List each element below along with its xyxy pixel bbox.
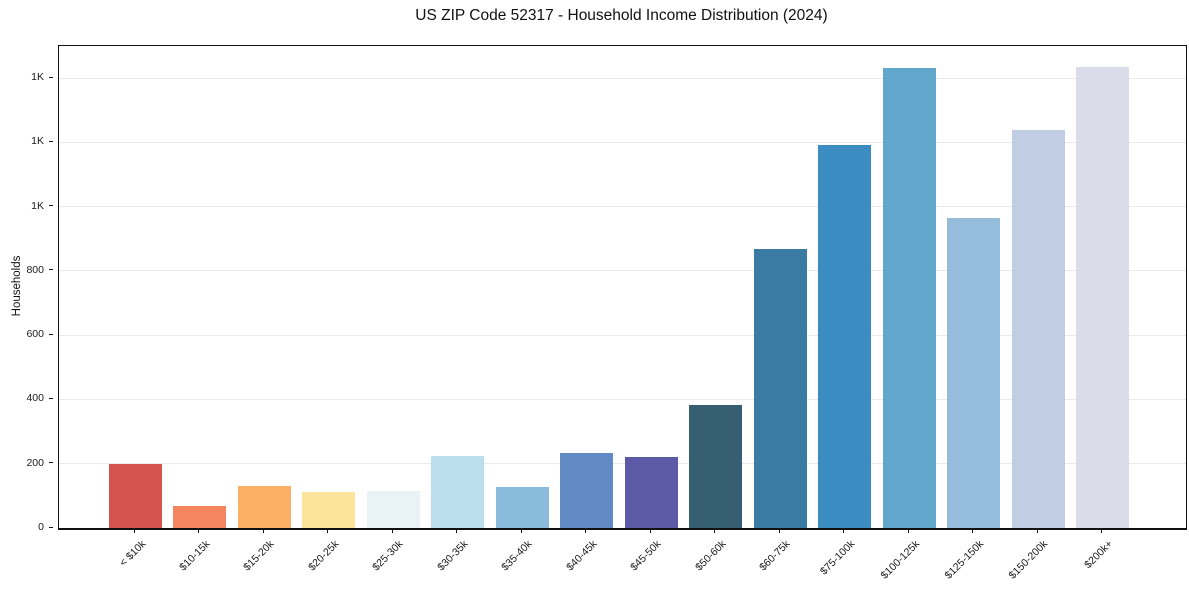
y-tick-mark — [49, 333, 53, 335]
x-tick-mark — [714, 529, 716, 533]
x-tick-label: $125-150k — [942, 538, 987, 582]
bar — [109, 464, 162, 528]
y-tick-label: 400 — [26, 392, 44, 405]
y-tick-mark — [49, 205, 53, 207]
bar — [882, 67, 936, 528]
gridline — [59, 206, 1186, 208]
x-tick-label: < $10k — [116, 538, 148, 569]
x-axis-ticks: < $10k $10-15k $15-20k $20-25k $25-30k $30-35… — [58, 529, 1185, 590]
gridline — [59, 77, 1186, 79]
x-tick-mark — [585, 529, 587, 533]
y-tick-mark — [49, 269, 53, 271]
x-tick-mark — [1036, 529, 1038, 533]
y-tick-label: 1K — [31, 135, 44, 148]
bar — [237, 485, 291, 528]
gridline — [59, 141, 1186, 143]
gridline — [59, 334, 1186, 336]
chart-title: US ZIP Code 52317 - Household Income Dis… — [415, 7, 828, 24]
y-tick-label: 800 — [26, 263, 44, 276]
x-tick-mark — [520, 529, 522, 533]
gridline — [59, 398, 1186, 400]
x-tick-label: $20-25k — [306, 538, 342, 574]
y-tick-label: 1K — [31, 199, 44, 212]
x-tick-label: $25-30k — [370, 538, 406, 574]
y-tick-mark — [49, 397, 53, 399]
x-tick-label: $45-50k — [628, 538, 664, 574]
x-tick-label: $40-45k — [563, 538, 600, 574]
x-tick-mark — [843, 529, 845, 533]
x-tick-mark — [649, 529, 651, 533]
bar — [753, 249, 807, 528]
y-axis-ticks: 0 200 400 600 800 1K 1K 1K — [0, 45, 53, 533]
y-tick-mark — [49, 462, 53, 464]
gridline — [59, 270, 1186, 272]
x-tick-label: $75-100k — [817, 538, 858, 578]
bar — [366, 491, 420, 528]
bar — [431, 456, 485, 528]
x-tick-mark — [972, 529, 974, 533]
bar — [560, 452, 614, 528]
x-tick-label: $10-15k — [177, 538, 213, 574]
x-tick-mark — [907, 529, 909, 533]
y-tick-label: 600 — [26, 328, 44, 341]
x-tick-label: $50-60k — [692, 538, 729, 574]
x-tick-mark — [778, 529, 780, 533]
x-tick-label: $60-75k — [757, 538, 793, 574]
gridline — [59, 463, 1186, 465]
x-tick-mark — [327, 529, 329, 533]
y-tick-label: 1K — [31, 71, 44, 84]
bar — [947, 217, 1001, 528]
y-tick-mark — [49, 76, 53, 78]
bar — [495, 486, 549, 528]
x-tick-label: $15-20k — [241, 538, 277, 574]
x-tick-label: $150-200k — [1006, 538, 1051, 582]
bar — [624, 457, 678, 528]
x-tick-mark — [1101, 529, 1103, 533]
x-tick-mark — [391, 529, 393, 533]
y-tick-mark — [49, 140, 53, 142]
x-tick-mark — [456, 529, 458, 533]
x-tick-mark — [134, 529, 135, 533]
y-tick-mark — [49, 526, 53, 528]
y-tick-label: 200 — [26, 456, 44, 469]
bar — [1076, 66, 1130, 528]
y-tick-label: 0 — [38, 521, 44, 533]
x-tick-mark — [198, 529, 200, 533]
x-tick-label: $35-40k — [499, 538, 535, 574]
x-tick-label: $100-125k — [878, 538, 922, 582]
bar — [173, 505, 227, 528]
bar — [818, 145, 872, 528]
bar — [1011, 129, 1065, 528]
bar — [689, 404, 743, 528]
bar — [302, 492, 356, 528]
x-tick-label: $200k+ — [1081, 538, 1116, 572]
x-tick-label: $30-35k — [435, 538, 471, 574]
x-tick-mark — [262, 529, 264, 533]
plot-area — [58, 45, 1187, 530]
